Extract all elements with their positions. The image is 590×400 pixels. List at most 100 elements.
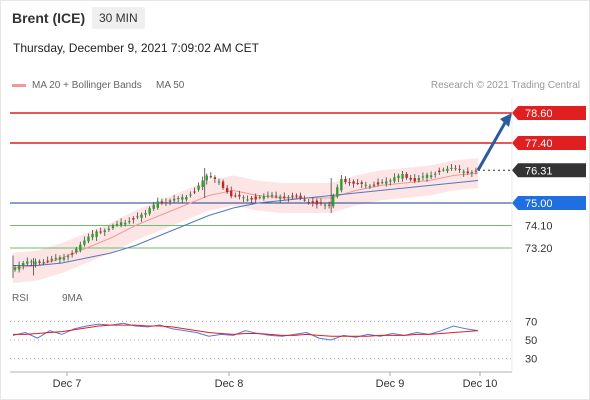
candle-body xyxy=(50,258,53,261)
candle-body xyxy=(148,208,151,214)
candle-body xyxy=(38,261,41,263)
candle-body xyxy=(128,221,131,223)
rsi-label: RSI xyxy=(12,293,29,304)
candle-body xyxy=(75,248,78,253)
candle-body xyxy=(140,214,143,218)
candle-body xyxy=(115,223,119,225)
candle-body xyxy=(446,168,449,172)
candle-body xyxy=(454,168,457,170)
ma9-label: 9MA xyxy=(62,293,83,304)
level-label-76.31: 76.31 xyxy=(525,165,553,177)
candle-body xyxy=(295,195,298,197)
level-tag-77.40 xyxy=(512,136,586,150)
candle-body xyxy=(270,194,274,197)
timestamp: Thursday, December 9, 2021 7:09:02 AM CE… xyxy=(13,41,259,55)
candle-body xyxy=(274,195,278,197)
forecast-arrow-line xyxy=(476,120,508,171)
candle-body xyxy=(429,175,433,177)
candle-body xyxy=(83,240,86,245)
chart-header: Brent (ICE) 30 MIN xyxy=(0,0,590,34)
candle-body xyxy=(397,175,400,179)
candle-body xyxy=(287,197,290,199)
candle-body xyxy=(413,178,416,182)
candle-body xyxy=(458,168,461,170)
candle-body xyxy=(425,174,429,178)
legend-bb: MA 20 + Bollinger Bands xyxy=(12,80,142,91)
candle-body xyxy=(262,196,266,199)
candle-body xyxy=(209,176,213,178)
copyright: Research © 2021 Trading Central xyxy=(430,80,580,91)
candle-body xyxy=(323,204,327,206)
legend-rsi: RSI xyxy=(12,293,29,304)
candle-body xyxy=(421,176,425,178)
timeframe-badge[interactable]: 30 MIN xyxy=(92,7,145,29)
candle-body xyxy=(152,204,155,209)
candle-body xyxy=(336,187,339,197)
candle-body xyxy=(42,262,45,264)
candle-body xyxy=(119,222,123,226)
candle-body xyxy=(254,196,257,200)
candle-body xyxy=(401,174,404,179)
level-tag-76.31 xyxy=(512,163,586,178)
candle-body xyxy=(230,190,233,197)
candle-body xyxy=(258,197,261,199)
candle-body xyxy=(319,202,323,204)
candle-body xyxy=(307,202,310,203)
rsi-line xyxy=(12,322,479,341)
candle-body xyxy=(213,177,217,179)
candle-body xyxy=(356,183,359,184)
candle-body xyxy=(242,197,245,199)
bb-label: MA 20 + Bollinger Bands xyxy=(32,80,142,91)
level-label-77.40: 77.40 xyxy=(525,138,553,150)
legend-ma50: MA 50 xyxy=(156,80,184,91)
candle-body xyxy=(433,173,437,175)
candle-body xyxy=(26,261,29,264)
candle-body xyxy=(30,261,33,263)
candle-body xyxy=(246,199,249,201)
candle-body xyxy=(234,195,237,197)
level-label-75.00: 75.00 xyxy=(525,198,553,210)
x-tick-label-Dec-8: Dec 8 xyxy=(215,378,244,390)
level-label-78.60: 78.60 xyxy=(525,108,553,120)
candle-body xyxy=(91,234,94,238)
candle-body xyxy=(340,179,343,191)
candle-body xyxy=(393,177,396,182)
candle-body xyxy=(156,201,160,208)
symbol-title: Brent (ICE) xyxy=(12,10,86,26)
candle-body xyxy=(87,236,90,242)
candle-body xyxy=(193,191,196,193)
candle-body xyxy=(17,265,21,270)
rsi-ma-line xyxy=(13,324,479,337)
candle-body xyxy=(331,195,335,207)
candle-body xyxy=(372,184,376,186)
candle-body xyxy=(95,231,98,237)
candle-body xyxy=(283,196,286,198)
candle-body xyxy=(348,182,351,184)
candle-body xyxy=(409,177,412,180)
candle-body xyxy=(21,263,25,266)
candle-body xyxy=(266,195,270,197)
candle-body xyxy=(164,202,168,204)
candle-body xyxy=(417,178,421,181)
candle-body xyxy=(225,187,229,193)
level-label-74.10: 74.10 xyxy=(525,221,553,233)
candle-body xyxy=(205,175,208,181)
level-tag-78.60 xyxy=(512,106,586,120)
candle-body xyxy=(299,195,302,199)
candle-body xyxy=(368,186,372,188)
candle-body xyxy=(176,198,180,200)
candle-body xyxy=(250,198,253,200)
candle-body xyxy=(450,168,453,169)
candle-body xyxy=(46,260,49,262)
candle-body xyxy=(291,195,294,197)
candle-body xyxy=(311,201,315,204)
ma50-line xyxy=(13,180,479,266)
candle-body xyxy=(132,218,135,220)
rsi-level-label-70: 70 xyxy=(525,316,537,328)
level-label-73.20: 73.20 xyxy=(525,243,553,255)
candle-body xyxy=(66,256,70,258)
candle-body xyxy=(344,179,347,183)
candle-body xyxy=(103,230,106,233)
candle-body xyxy=(54,258,58,260)
